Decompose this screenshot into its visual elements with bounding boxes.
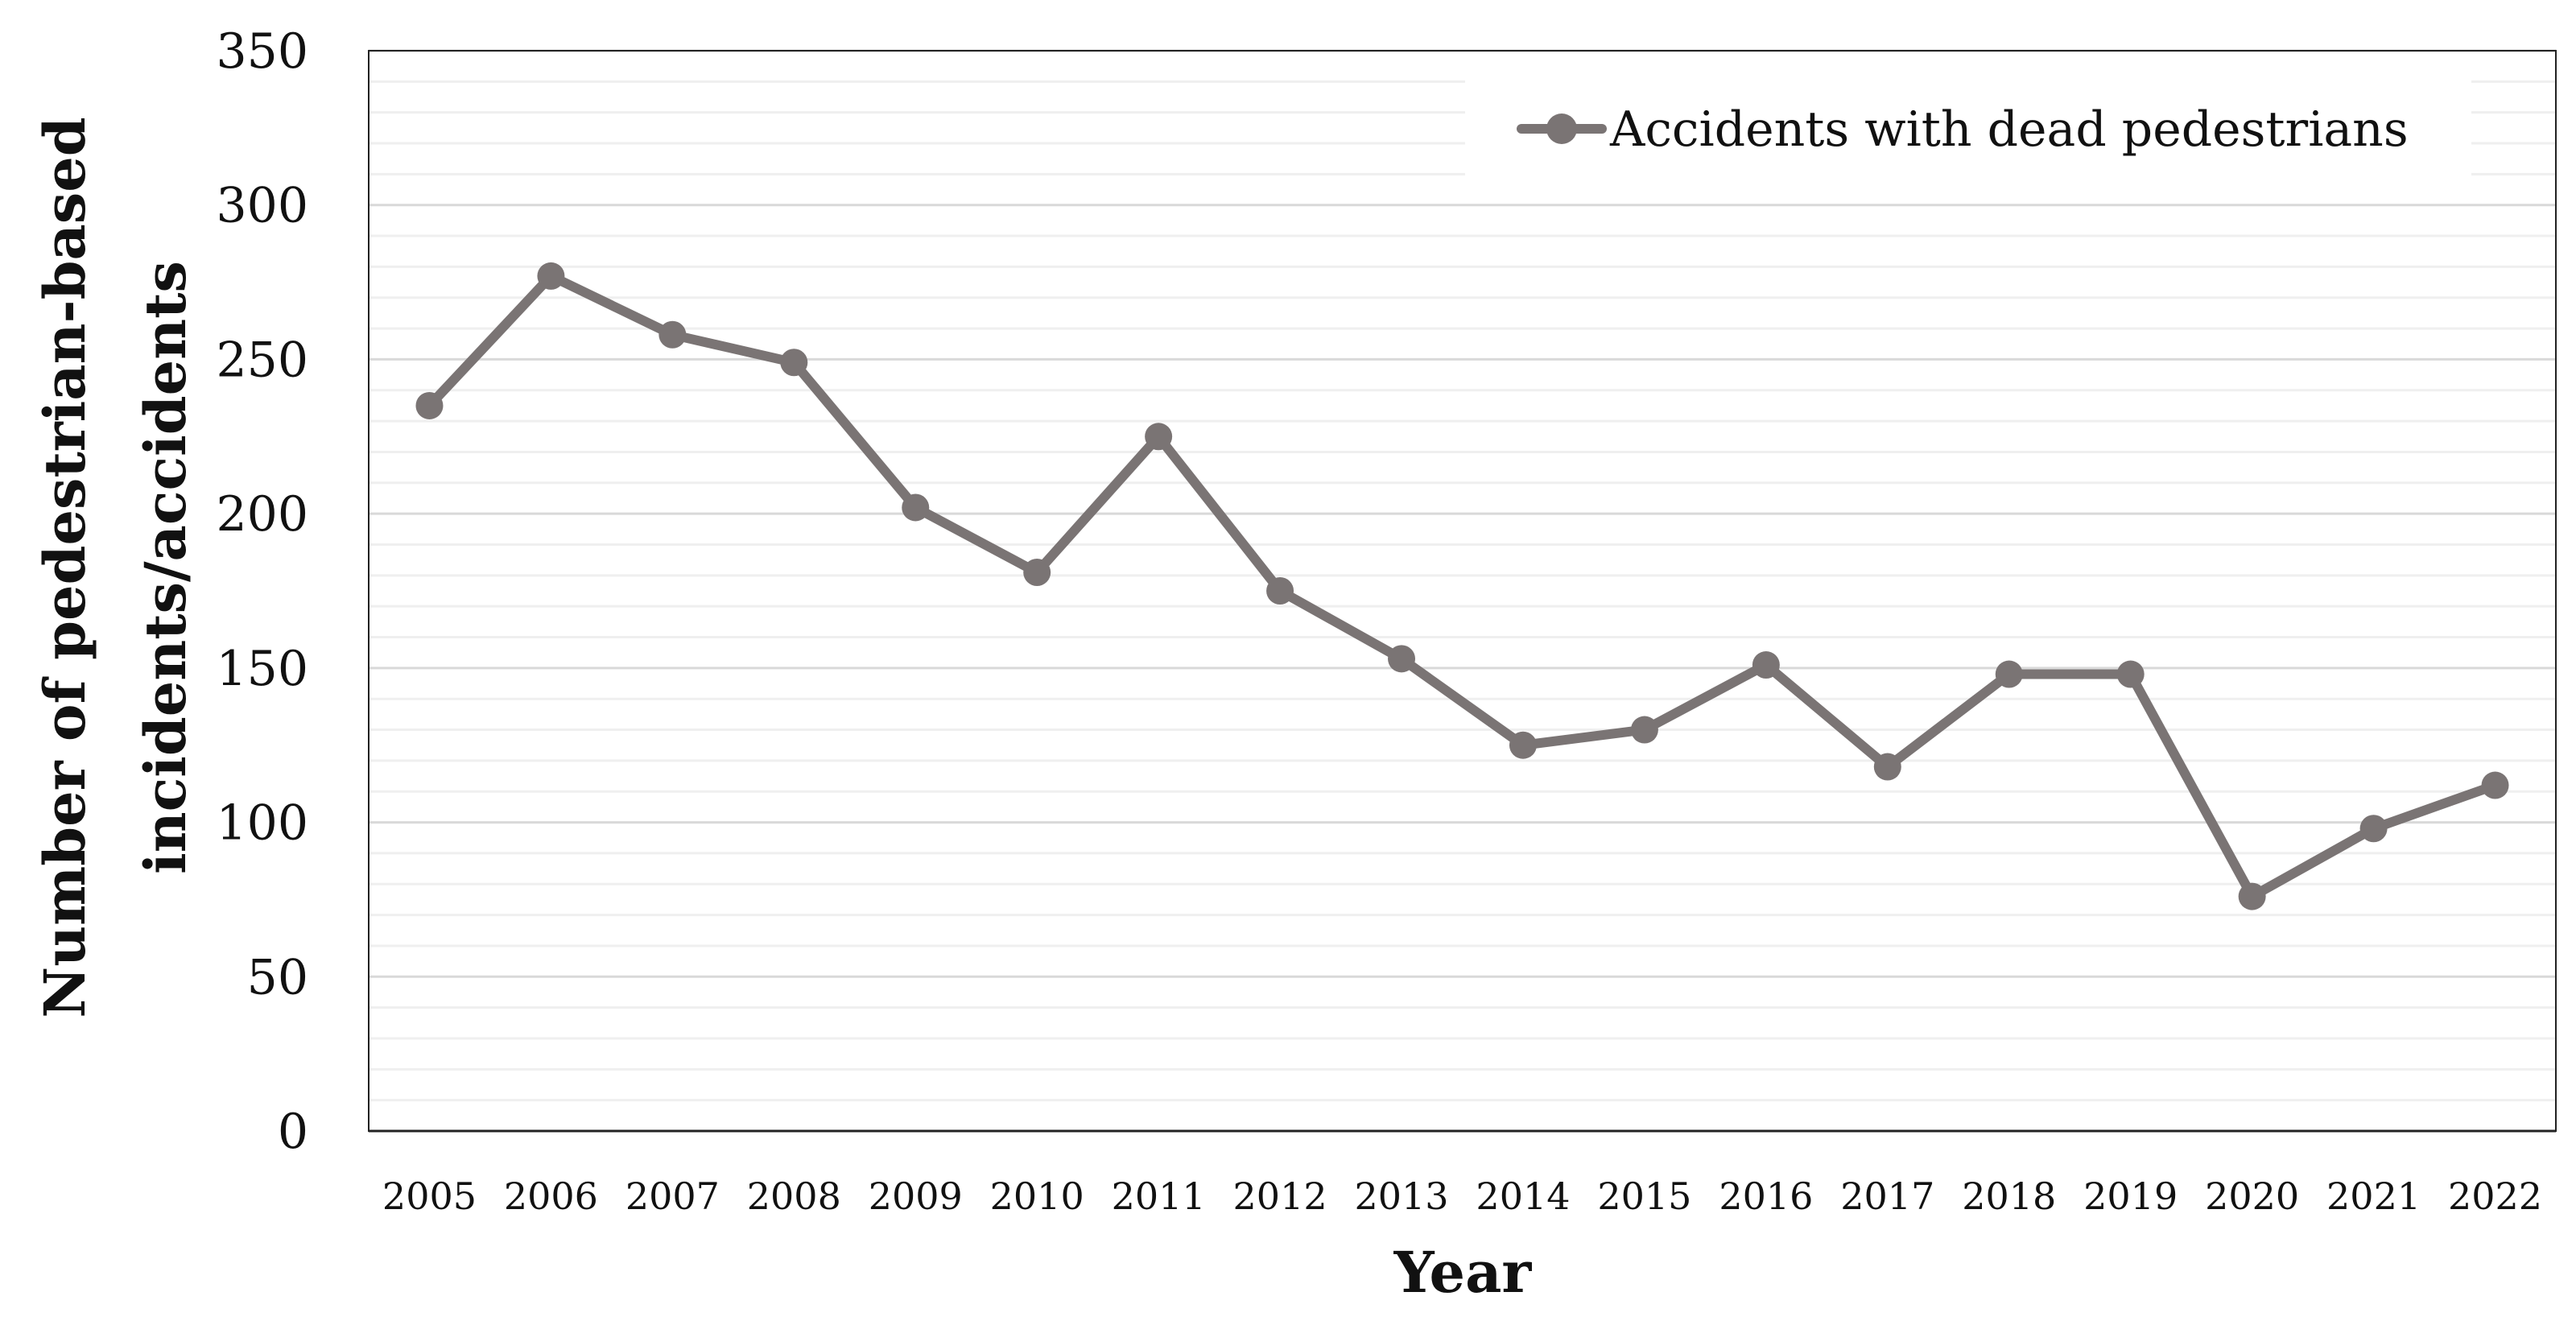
data-point	[1509, 731, 1537, 759]
data-point	[415, 391, 444, 419]
x-tick-label: 2018	[1962, 1174, 2056, 1218]
y-tick-label: 300	[216, 178, 308, 234]
series-line	[424, 270, 2500, 902]
y-tick-label: 100	[216, 795, 308, 852]
y-tick-labels: 0 50 100 150 200 250 300 350	[216, 23, 308, 1160]
y-tick-label: 200	[216, 486, 308, 543]
x-tick-label: 2006	[504, 1174, 598, 1218]
series-layer	[415, 262, 2509, 910]
x-tick-label: 2013	[1354, 1174, 1448, 1218]
x-tick-label: 2012	[1233, 1174, 1327, 1218]
x-tick-label: 2020	[2205, 1174, 2299, 1218]
data-point	[658, 320, 687, 349]
x-tick-label: 2021	[2326, 1174, 2421, 1218]
data-point	[1630, 716, 1658, 744]
y-axis-title-line-1: Number of pedestrian-based	[31, 117, 98, 1018]
x-tick-label: 2019	[2083, 1174, 2178, 1218]
x-tick-label: 2010	[990, 1174, 1084, 1218]
data-point	[2359, 815, 2388, 843]
legend-label: Accidents with dead pedestrians	[1609, 101, 2409, 158]
y-tick-label: 350	[216, 23, 308, 80]
data-point	[1752, 651, 1780, 679]
x-tick-label: 2008	[747, 1174, 841, 1218]
y-tick-label: 0	[278, 1104, 308, 1160]
data-point	[902, 493, 930, 522]
data-point	[1266, 577, 1294, 605]
data-point	[2481, 771, 2509, 799]
x-tick-label: 2011	[1112, 1174, 1206, 1218]
x-tick-label: 2017	[1840, 1174, 1934, 1218]
data-point	[1023, 558, 1051, 586]
data-point	[537, 262, 565, 290]
legend-background	[1465, 79, 2471, 175]
x-tick-label: 2009	[869, 1174, 963, 1218]
legend: Accidents with dead pedestrians	[1465, 79, 2471, 175]
y-axis-title-line-2: incidents/accidents	[132, 261, 199, 874]
x-tick-label: 2005	[382, 1174, 477, 1218]
grid-lines	[369, 49, 2556, 1102]
y-tick-label: 150	[216, 641, 308, 697]
x-tick-label: 2022	[2448, 1174, 2542, 1218]
data-point	[2238, 882, 2266, 910]
x-tick-label: 2015	[1597, 1174, 1691, 1218]
data-point	[1145, 423, 1173, 451]
x-tick-label: 2016	[1719, 1174, 1813, 1218]
y-axis-title: Number of pedestrian-based incidents/acc…	[31, 117, 199, 1018]
data-point	[1873, 753, 1901, 781]
data-point	[780, 349, 808, 377]
x-tick-labels: 2005 2006 2007 2008 2009 2010 2011 2012 2013 2014…	[382, 1174, 2542, 1218]
legend-marker	[1546, 114, 1577, 144]
x-tick-label: 2014	[1476, 1174, 1570, 1218]
data-point	[2116, 660, 2145, 688]
plot-frame	[368, 50, 2557, 1132]
x-tick-label: 2007	[625, 1174, 720, 1218]
y-tick-label: 250	[216, 332, 308, 388]
y-tick-label: 50	[247, 949, 308, 1005]
axes	[368, 50, 2557, 1133]
data-point	[1995, 660, 2023, 688]
x-axis-title: Year	[1393, 1239, 1533, 1306]
data-point	[1388, 645, 1416, 673]
